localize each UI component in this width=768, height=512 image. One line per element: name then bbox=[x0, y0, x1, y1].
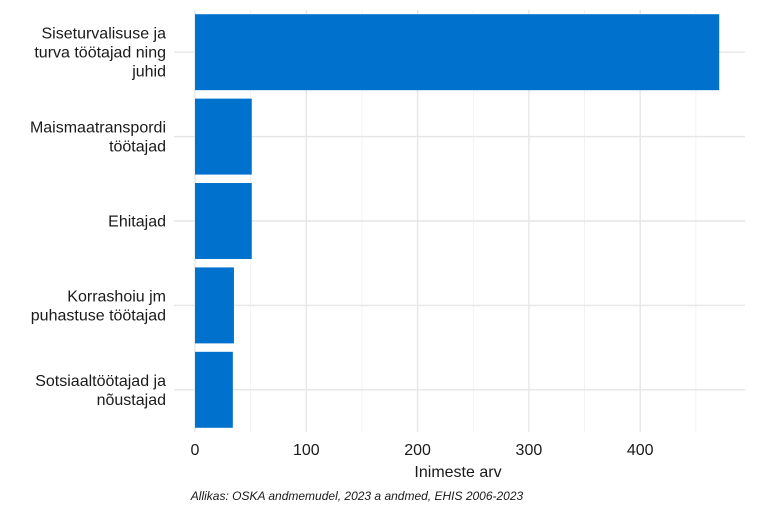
category-label-2: Ehitajad bbox=[108, 214, 166, 231]
bar-4 bbox=[195, 351, 233, 428]
category-label-line: Sotsiaaltöötajad ja bbox=[35, 373, 166, 390]
category-label-line: Ehitajad bbox=[108, 214, 166, 231]
x-tick-label: 300 bbox=[516, 442, 543, 459]
category-label-line: Korrashoiu jm bbox=[67, 288, 166, 305]
x-tick-label: 0 bbox=[191, 442, 200, 459]
x-axis-title: Inimeste arv bbox=[414, 464, 501, 481]
bar-2 bbox=[195, 183, 252, 259]
category-label-1: Maismaatranspordi töötajad bbox=[30, 120, 166, 156]
category-label-3: Korrashoiu jm puhastuse töötajad bbox=[31, 288, 166, 324]
category-label-0: Siseturvalisuse ja turva töötajad ning juh… bbox=[34, 26, 166, 81]
category-label-line: Siseturvalisuse ja bbox=[42, 26, 167, 43]
category-labels: Siseturvalisuse ja turva töötajad ning juh… bbox=[30, 26, 166, 409]
bars bbox=[195, 14, 720, 428]
category-label-line: nõustajad bbox=[97, 392, 166, 409]
category-label-line: turva töötajad ning bbox=[34, 45, 166, 62]
category-label-line: Maismaatranspordi bbox=[30, 120, 166, 137]
x-tick-label: 400 bbox=[627, 442, 654, 459]
category-label-line: juhid bbox=[131, 64, 166, 81]
x-tick-label: 100 bbox=[293, 442, 320, 459]
source-caption: Allikas: OSKA andmemudel, 2023 a andmed,… bbox=[190, 489, 524, 503]
bar-3 bbox=[195, 267, 234, 344]
category-label-4: Sotsiaaltöötajad ja nõustajad bbox=[35, 373, 166, 409]
category-label-line: töötajad bbox=[109, 139, 166, 156]
x-tick-label: 200 bbox=[404, 442, 431, 459]
bar-1 bbox=[195, 98, 252, 175]
category-label-line: puhastuse töötajad bbox=[31, 307, 166, 324]
x-tick-labels: 0 100 200 300 400 bbox=[191, 442, 654, 459]
bar-0 bbox=[195, 14, 720, 91]
